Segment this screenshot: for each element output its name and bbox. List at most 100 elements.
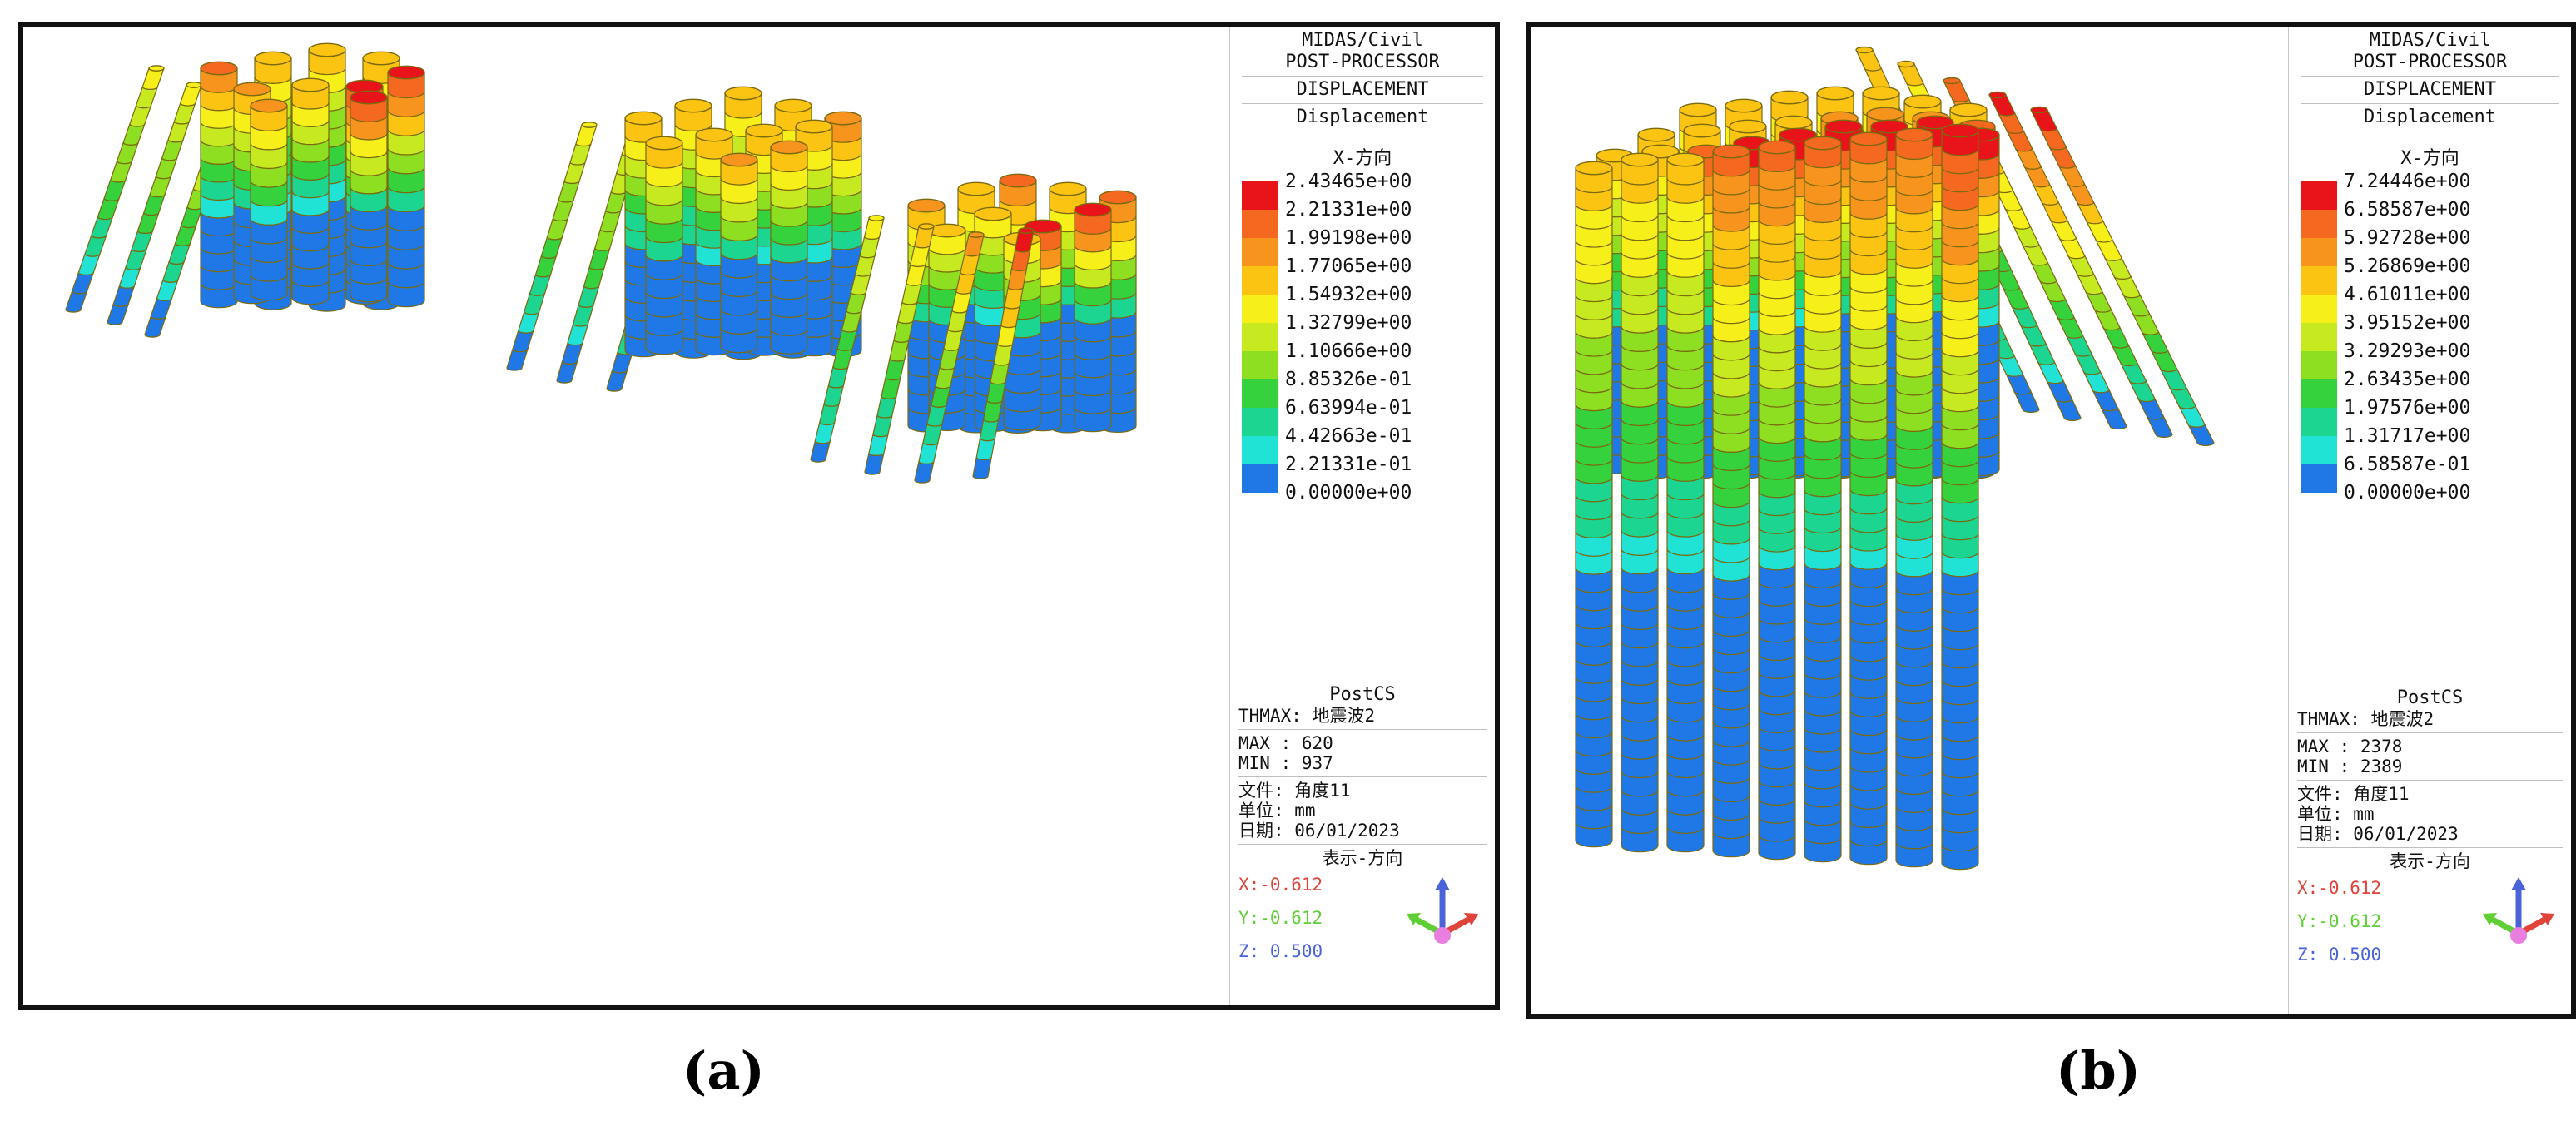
stage-label: PostCS (1329, 684, 1396, 705)
scale-swatch-10 (1242, 436, 1278, 464)
cylinder-pile (387, 65, 425, 308)
scale-swatch-2 (2301, 210, 2337, 238)
pile-model-b (1575, 46, 2215, 871)
scale-value: 2.43465e+00 (1285, 171, 1412, 192)
panel-a: MIDAS/Civil POST-PROCESSOR DISPLACEMENT … (18, 22, 1500, 1010)
scale-value: 6.58587e-01 (2344, 454, 2471, 475)
thmax-label: THMAX: 地震波2 (1238, 706, 1376, 726)
slanted-pile (144, 94, 240, 338)
cylinder-pile (1575, 161, 1613, 848)
cylinder-pile (200, 61, 238, 309)
processor-title: POST-PROCESSOR (2352, 52, 2508, 72)
scale-value: 4.61011e+00 (2344, 284, 2471, 305)
slanted-pile (914, 231, 985, 484)
slanted-pile (1988, 91, 2173, 439)
result-component: Displacement (1296, 107, 1429, 127)
scale-value: 6.58587e+00 (2344, 199, 2471, 221)
axis-triad-icon[interactable] (1405, 876, 1480, 959)
scale-value: 8.85326e-01 (1285, 369, 1412, 390)
slanted-pile (972, 227, 1035, 479)
scale-value: 1.99198e+00 (1285, 227, 1412, 249)
orientation-z: Z: 0.500 (1238, 941, 1323, 961)
stage-label: PostCS (2396, 687, 2464, 708)
scale-value: 6.63994e-01 (1285, 397, 1412, 419)
legend-panel-a: MIDAS/Civil POST-PROCESSOR DISPLACEMENT … (1229, 27, 1495, 1005)
panel-b: MIDAS/Civil POST-PROCESSOR DISPLACEMENT … (1526, 22, 2576, 1019)
result-info-b: PostCS THMAX: 地震波2 MAX : 2378 MIN : 2389… (2297, 687, 2563, 971)
scale-swatch-9 (1242, 408, 1278, 436)
result-type: DISPLACEMENT (2364, 79, 2496, 100)
scale-value: 5.26869e+00 (2344, 255, 2471, 277)
min-value: MIN : 2389 (2297, 756, 2403, 776)
max-value: MAX : 620 (1238, 733, 1333, 753)
scale-swatch-5 (1242, 295, 1278, 323)
scale-swatch-8 (2301, 379, 2337, 408)
cylinder-pile (250, 98, 288, 301)
cylinder-pile (1712, 144, 1750, 858)
direction-label: X-方向 (2400, 148, 2459, 169)
scale-swatch-2 (1242, 210, 1278, 238)
scale-swatch-1 (2301, 181, 2337, 210)
max-value: MAX : 2378 (2297, 737, 2403, 756)
direction-label: X-方向 (1333, 148, 1392, 169)
scale-value: 2.63435e+00 (2344, 369, 2471, 390)
slanted-pile (506, 122, 598, 371)
scale-swatch-3 (2301, 238, 2337, 266)
slanted-pile (864, 223, 935, 475)
scale-swatch-4 (2301, 266, 2337, 295)
scale-swatch-6 (1242, 323, 1278, 351)
model-view-a[interactable] (23, 27, 1229, 1005)
file-label: 文件: 角度11 (1238, 781, 1351, 801)
scale-value: 4.42663e-01 (1285, 425, 1412, 447)
scale-value: 1.97576e+00 (2344, 397, 2471, 419)
caption-a: (a) (682, 1040, 765, 1101)
cylinder-pile (1804, 136, 1842, 863)
axis-triad-icon[interactable] (2481, 876, 2556, 959)
cylinder-pile (1666, 152, 1705, 853)
result-type: DISPLACEMENT (1296, 79, 1429, 100)
scale-value: 5.92728e+00 (2344, 227, 2471, 249)
unit-label: 单位: mm (1238, 801, 1316, 821)
cylinder-pile (1941, 123, 1979, 871)
slanted-pile (65, 65, 165, 313)
result-info-a: PostCS THMAX: 地震波2 MAX : 620 MIN : 937 文… (1238, 684, 1487, 968)
cylinder-pile (720, 152, 758, 354)
result-component: Displacement (2364, 107, 2496, 127)
scale-swatch-11 (1242, 464, 1278, 493)
pile-model-a (65, 42, 1137, 484)
color-scale-b: 7.24446e+00 6.58587e+00 5.92728e+00 5.26… (2289, 171, 2571, 503)
orientation-title: 表示-方向 (1322, 848, 1403, 868)
orientation-y: Y:-0.612 (2297, 911, 2382, 931)
orientation-x: X:-0.612 (2297, 878, 2382, 898)
scale-value: 0.00000e+00 (2344, 482, 2471, 503)
software-title: MIDAS/Civil (1302, 30, 1423, 51)
cylinder-pile (770, 140, 808, 355)
unit-label: 单位: mm (2297, 804, 2375, 824)
scale-swatch-7 (2301, 351, 2337, 379)
scale-value: 2.21331e-01 (1285, 454, 1412, 475)
orientation-x: X:-0.612 (1238, 875, 1323, 895)
cylinder-pile (291, 77, 330, 305)
slanted-pile (810, 215, 885, 463)
date-label: 日期: 06/01/2023 (2297, 824, 2459, 844)
scale-value: 3.95152e+00 (2344, 312, 2471, 334)
color-scale-a: 2.43465e+00 2.21331e+00 1.99198e+00 1.77… (1230, 171, 1495, 503)
scale-value: 1.77065e+00 (1285, 255, 1412, 277)
scale-value: 1.54932e+00 (1285, 284, 1412, 305)
slanted-pile (2030, 106, 2215, 447)
date-label: 日期: 06/01/2023 (1238, 821, 1400, 841)
scale-value: 7.24446e+00 (2344, 171, 2471, 192)
cylinder-pile (824, 111, 862, 358)
legend-panel-b: MIDAS/Civil POST-PROCESSOR DISPLACEMENT … (2288, 27, 2571, 1014)
cylinder-pile (1758, 140, 1796, 861)
scale-swatch-8 (1242, 379, 1278, 408)
cylinder-pile (1895, 127, 1933, 868)
processor-title: POST-PROCESSOR (1285, 52, 1440, 72)
cylinder-pile (1074, 202, 1112, 433)
cylinder-pile (350, 90, 388, 303)
slanted-pile (107, 82, 202, 325)
model-view-b[interactable] (1531, 27, 2288, 1014)
scale-swatch-1 (1242, 181, 1278, 210)
scale-value: 1.31717e+00 (2344, 425, 2471, 447)
cylinder-pile (1849, 131, 1888, 866)
